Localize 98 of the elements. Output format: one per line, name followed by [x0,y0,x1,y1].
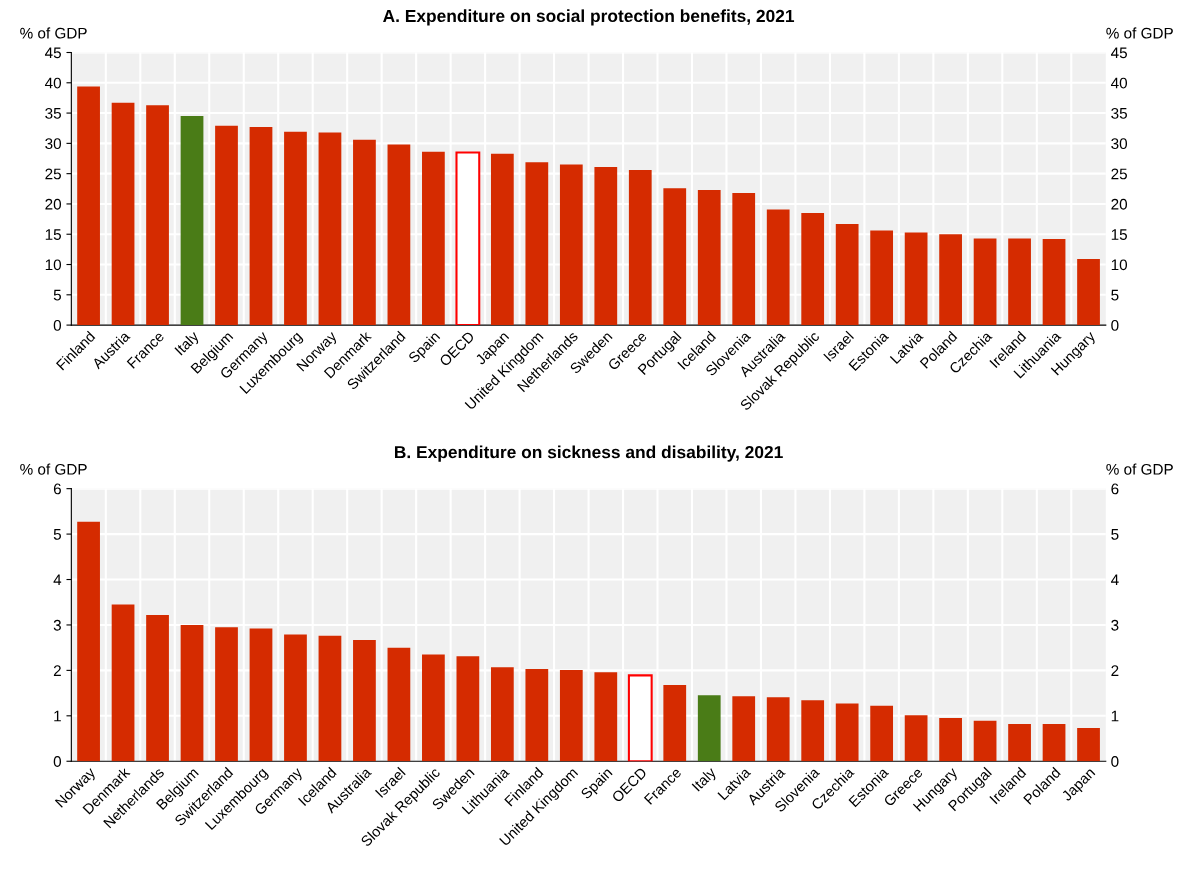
bar [697,190,721,326]
bar [559,164,583,326]
bar [697,695,721,762]
y-tick-label: 2 [53,665,61,676]
y2-tick-label: 20 [1111,198,1128,210]
bar [559,669,583,762]
y-tick-label: 45 [44,47,61,59]
bar [1042,724,1066,762]
bar [732,696,756,762]
y-tick-label: 40 [44,77,62,89]
y2-axis-title: % of GDP [1106,27,1173,39]
bar [387,144,411,326]
chart-title: B. Expenditure on sickness and disability, 2021 [394,445,783,462]
y-tick-label: 35 [45,107,61,119]
chart-title: A. Expenditure on social protection benefits, 2021 [383,9,795,26]
y2-tick-label: 35 [1111,107,1127,119]
y-tick-label: 25 [45,168,61,180]
bar [215,125,238,326]
bar [284,634,307,762]
bar [663,684,687,762]
bar [490,153,514,326]
y2-tick-label: 6 [1111,483,1119,495]
bar [801,700,825,762]
bar [77,86,100,326]
bar [1042,239,1066,326]
y2-tick-label: 5 [1111,289,1119,301]
bar [628,170,652,326]
y2-tick-label: 5 [1111,529,1119,540]
y-tick-label: 30 [45,138,62,150]
bar [353,139,376,326]
bar [594,166,618,326]
y-tick-label: 4 [53,574,62,586]
y2-tick-label: 25 [1111,168,1127,180]
bar [180,624,204,762]
bar [1077,259,1100,326]
bar [732,193,756,326]
bar [422,654,445,762]
y-tick-label: 15 [45,229,61,240]
bar [663,188,687,326]
bar [973,238,997,326]
bar [1077,728,1100,762]
bar [594,672,618,762]
y-tick-label: 10 [45,259,62,271]
bar [835,223,859,326]
y2-axis-title: % of GDP [1106,463,1173,475]
bar [939,718,962,762]
bar [1008,724,1031,762]
bar [111,102,135,326]
bar [766,209,790,326]
bar [146,614,169,762]
bar [318,132,342,326]
bar [111,604,135,762]
bar [766,697,790,762]
bar [249,127,273,326]
y-axis-title: % of GDP [20,463,87,475]
y2-tick-label: 10 [1111,259,1128,271]
y-tick-label: 0 [53,319,62,331]
y-tick-label: 1 [54,710,61,722]
bar [180,116,204,326]
bar [870,705,894,762]
y-tick-label: 3 [53,619,61,631]
bar [801,213,825,326]
bar [284,131,307,326]
y2-tick-label: 0 [1111,319,1119,331]
bar [387,647,411,762]
y2-tick-label: 45 [1110,47,1127,59]
y-axis-title: % of GDP [20,27,87,39]
bar [904,715,928,762]
y2-tick-label: 0 [1111,756,1119,767]
y2-tick-label: 2 [1111,665,1119,676]
bar [904,232,928,326]
bar [939,234,962,326]
bar [1008,238,1031,326]
bar [870,230,894,326]
bar [318,635,342,762]
bar [422,151,445,326]
bar [525,669,549,762]
bar [146,105,169,326]
bar [525,162,549,326]
y-tick-label: 0 [53,756,62,767]
y2-tick-label: 3 [1111,619,1119,631]
bar [249,628,273,762]
y2-tick-label: 30 [1111,138,1128,150]
bar [490,667,514,762]
bar [835,703,859,762]
y2-tick-label: 15 [1111,229,1127,240]
bar [353,639,376,762]
bar [973,720,997,762]
y2-tick-label: 1 [1111,710,1119,722]
y-tick-label: 5 [53,289,61,301]
y2-tick-label: 40 [1110,77,1128,89]
bar [456,656,480,762]
y-tick-label: 20 [45,198,62,210]
bar [77,521,100,762]
y2-tick-label: 4 [1110,574,1119,586]
y-tick-label: 6 [53,483,61,495]
y-tick-label: 5 [53,529,61,540]
bar [215,627,238,762]
